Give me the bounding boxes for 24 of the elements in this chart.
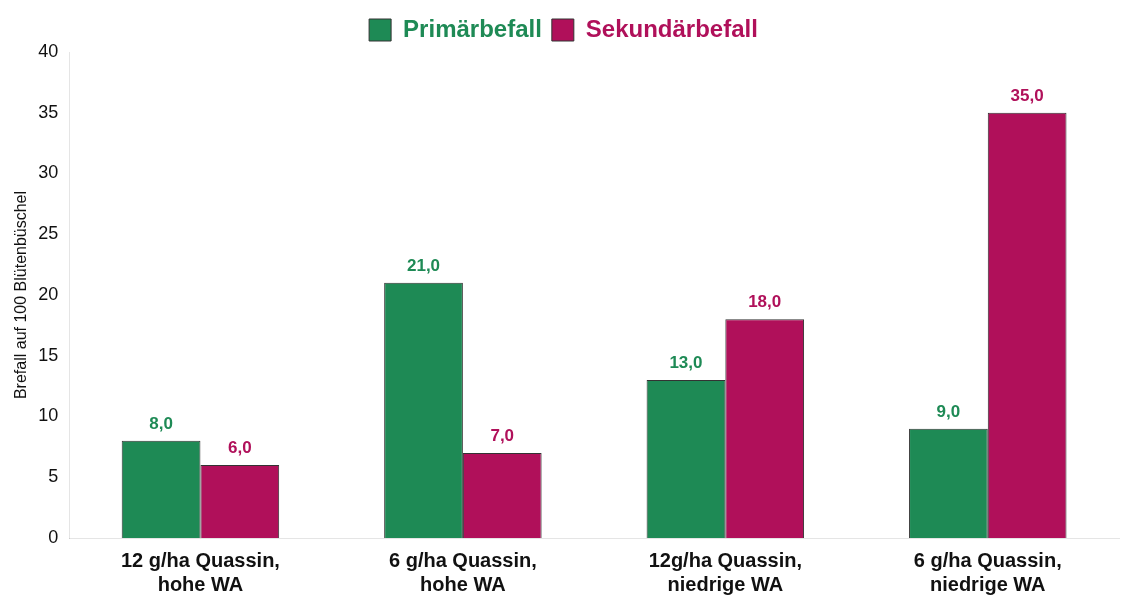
y-tick-label: 40 bbox=[38, 40, 59, 61]
y-axis-title: Brefall auf 100 Blütenbüschel bbox=[12, 190, 30, 400]
data-label: 13,0 bbox=[669, 353, 703, 373]
data-label: 18,0 bbox=[748, 292, 782, 312]
data-label: 8,0 bbox=[149, 413, 173, 433]
data-label: 9,0 bbox=[936, 401, 961, 421]
y-tick-label: 5 bbox=[48, 466, 59, 487]
data-label: 35,0 bbox=[1010, 85, 1044, 105]
legend-label: Sekundärbefall bbox=[585, 14, 758, 42]
y-tick-label: 10 bbox=[38, 405, 59, 426]
x-tick-label: 12g/ha Quassin, niedrige WA bbox=[648, 548, 803, 595]
y-tick-label: 35 bbox=[38, 101, 59, 122]
y-tick-label: 0 bbox=[48, 526, 59, 547]
x-tick-label: 6 g/ha Quassin, hohe WA bbox=[388, 548, 537, 595]
y-tick-label: 15 bbox=[38, 344, 59, 365]
x-tick-label: 12 g/ha Quassin, hohe WA bbox=[120, 548, 280, 595]
data-label: 6,0 bbox=[227, 438, 252, 458]
y-tick-label: 25 bbox=[38, 223, 59, 244]
data-label: 21,0 bbox=[406, 256, 441, 276]
x-tick-label: 6 g/ha Quassin, niedrige WA bbox=[913, 548, 1062, 595]
legend-label: Primärbefall bbox=[403, 14, 542, 42]
y-tick-label: 30 bbox=[38, 162, 59, 183]
data-label: 7,0 bbox=[490, 426, 515, 446]
y-tick-label: 20 bbox=[38, 283, 59, 304]
